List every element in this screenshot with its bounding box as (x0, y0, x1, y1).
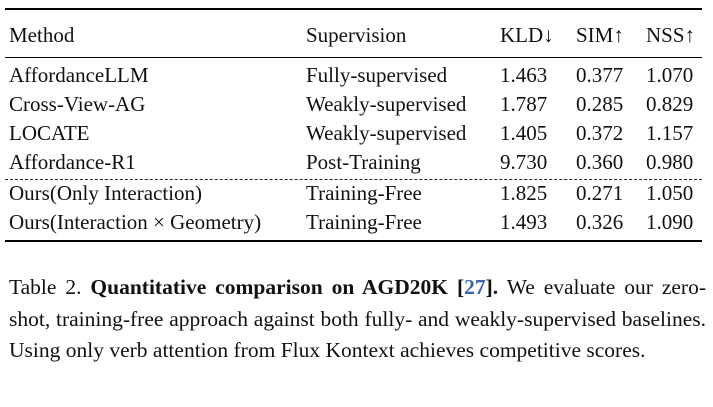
header-kld: KLD↓ (500, 23, 554, 47)
caption-title-close: ]. (485, 275, 499, 299)
header-sim: SIM↑ (576, 23, 624, 47)
table-top-rule (5, 8, 702, 10)
caption-title-text: Quantitative comparison on AGD20K [ (90, 275, 465, 299)
supervision-cell: Training-Free (306, 181, 422, 205)
method-cell: Cross-View-AG (9, 92, 146, 116)
kld-cell: 1.493 (500, 210, 548, 234)
header-method: Method (9, 23, 75, 47)
method-cell: LOCATE (9, 121, 90, 145)
method-cell: AffordanceLLM (9, 63, 149, 87)
table-bottom-rule (5, 240, 702, 242)
sim-cell: 0.285 (576, 92, 624, 116)
table-dashed-rule (5, 179, 702, 180)
supervision-cell: Post-Training (306, 150, 421, 174)
sim-cell: 0.360 (576, 150, 624, 174)
header-nss: NSS↑ (646, 23, 696, 47)
table-header-rule (5, 57, 702, 58)
nss-cell: 1.157 (646, 121, 694, 145)
sim-cell: 0.326 (576, 210, 624, 234)
sim-cell: 0.372 (576, 121, 624, 145)
method-cell: Affordance-R1 (9, 150, 136, 174)
caption-body: We evaluate our zero-shot, training-free… (9, 275, 706, 362)
nss-cell: 1.070 (646, 63, 694, 87)
caption-citation-link[interactable]: 27 (464, 275, 486, 299)
caption-label: Table 2. (9, 275, 82, 299)
supervision-cell: Fully-supervised (306, 63, 448, 87)
kld-cell: 1.825 (500, 181, 548, 205)
supervision-cell: Weakly-supervised (306, 121, 467, 145)
kld-cell: 1.787 (500, 92, 548, 116)
sim-cell: 0.271 (576, 181, 624, 205)
sim-cell: 0.377 (576, 63, 624, 87)
header-supervision: Supervision (306, 23, 407, 47)
nss-cell: 0.829 (646, 92, 694, 116)
kld-cell: 9.730 (500, 150, 548, 174)
nss-cell: 1.050 (646, 181, 694, 205)
caption-title: Quantitative comparison on AGD20K [27]. (90, 275, 498, 299)
supervision-cell: Weakly-supervised (306, 92, 467, 116)
table-caption: Table 2. Quantitative comparison on AGD2… (9, 272, 706, 367)
nss-cell: 0.980 (646, 150, 694, 174)
kld-cell: 1.405 (500, 121, 548, 145)
nss-cell: 1.090 (646, 210, 694, 234)
method-cell: Ours(Only Interaction) (9, 181, 203, 205)
kld-cell: 1.463 (500, 63, 548, 87)
supervision-cell: Training-Free (306, 210, 422, 234)
method-cell: Ours(Interaction × Geometry) (9, 210, 262, 234)
